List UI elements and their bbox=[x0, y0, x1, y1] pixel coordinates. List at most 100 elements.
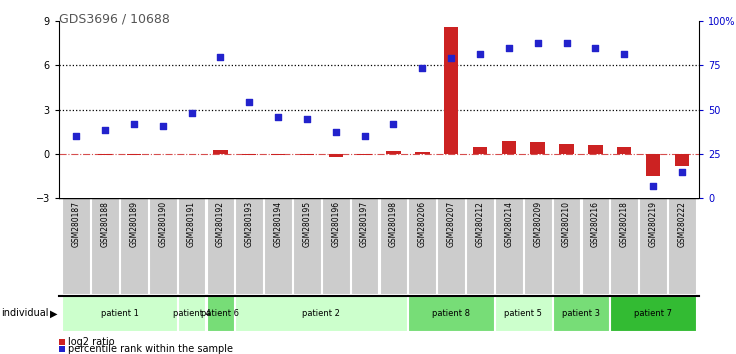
Bar bbox=[473, 147, 487, 154]
Bar bbox=[553, 198, 581, 294]
Point bbox=[676, 169, 687, 175]
Bar bbox=[610, 296, 696, 331]
Point bbox=[532, 41, 544, 46]
Text: GSM280207: GSM280207 bbox=[447, 201, 456, 247]
Point bbox=[244, 99, 255, 105]
Point bbox=[157, 123, 169, 129]
Text: GSM280197: GSM280197 bbox=[360, 201, 369, 247]
Bar bbox=[207, 198, 234, 294]
Point bbox=[272, 114, 284, 120]
Bar bbox=[63, 198, 90, 294]
Point bbox=[561, 41, 573, 46]
Text: GSM280194: GSM280194 bbox=[274, 201, 283, 247]
Text: GSM280190: GSM280190 bbox=[158, 201, 167, 247]
Bar bbox=[91, 198, 119, 294]
Point bbox=[99, 127, 111, 133]
Text: patient 4: patient 4 bbox=[173, 309, 210, 318]
Text: percentile rank within the sample: percentile rank within the sample bbox=[68, 344, 233, 354]
Point bbox=[647, 184, 659, 189]
Bar bbox=[63, 296, 177, 331]
Bar bbox=[581, 198, 609, 294]
Bar bbox=[668, 198, 696, 294]
Bar bbox=[236, 296, 407, 331]
Point bbox=[417, 65, 428, 71]
Text: GSM280187: GSM280187 bbox=[71, 201, 81, 247]
Text: GSM280191: GSM280191 bbox=[187, 201, 196, 247]
Bar bbox=[645, 154, 660, 176]
Text: individual: individual bbox=[1, 308, 49, 318]
Bar bbox=[444, 27, 459, 154]
Bar bbox=[502, 141, 516, 154]
Bar bbox=[415, 152, 430, 154]
Point bbox=[330, 129, 342, 135]
Bar bbox=[293, 198, 321, 294]
Bar bbox=[617, 147, 631, 154]
Bar bbox=[386, 151, 400, 154]
Bar bbox=[524, 198, 551, 294]
Bar bbox=[351, 198, 378, 294]
Text: GDS3696 / 10688: GDS3696 / 10688 bbox=[59, 12, 170, 25]
Point bbox=[358, 133, 370, 139]
Text: ▶: ▶ bbox=[50, 308, 57, 318]
Bar bbox=[553, 296, 609, 331]
Point bbox=[128, 122, 140, 127]
Text: log2 ratio: log2 ratio bbox=[68, 337, 114, 347]
Point bbox=[445, 55, 457, 61]
Point bbox=[214, 54, 226, 59]
Text: GSM280196: GSM280196 bbox=[331, 201, 340, 247]
Text: GSM280189: GSM280189 bbox=[130, 201, 138, 247]
Bar bbox=[264, 198, 292, 294]
Bar bbox=[531, 142, 545, 154]
Bar bbox=[358, 154, 372, 155]
Bar bbox=[639, 198, 667, 294]
Text: GSM280210: GSM280210 bbox=[562, 201, 571, 247]
Point bbox=[503, 45, 514, 51]
Bar bbox=[213, 149, 227, 154]
Text: GSM280212: GSM280212 bbox=[475, 201, 484, 247]
Bar bbox=[588, 145, 603, 154]
Text: GSM280195: GSM280195 bbox=[302, 201, 311, 247]
Bar bbox=[328, 154, 343, 157]
Bar bbox=[495, 296, 551, 331]
Bar bbox=[408, 296, 494, 331]
Bar bbox=[559, 144, 574, 154]
Bar bbox=[242, 154, 256, 155]
Bar bbox=[300, 154, 314, 155]
Point bbox=[185, 110, 197, 115]
Bar bbox=[271, 154, 286, 155]
Text: GSM280198: GSM280198 bbox=[389, 201, 398, 247]
Point bbox=[388, 122, 400, 127]
Text: patient 8: patient 8 bbox=[432, 309, 470, 318]
Bar bbox=[675, 154, 689, 166]
Point bbox=[618, 51, 630, 57]
Text: GSM280214: GSM280214 bbox=[504, 201, 513, 247]
Text: GSM280222: GSM280222 bbox=[677, 201, 687, 247]
Bar bbox=[177, 198, 205, 294]
Bar bbox=[149, 198, 177, 294]
Text: patient 1: patient 1 bbox=[101, 309, 138, 318]
Text: patient 7: patient 7 bbox=[634, 309, 672, 318]
Bar bbox=[120, 198, 148, 294]
Bar bbox=[236, 198, 263, 294]
Text: patient 6: patient 6 bbox=[202, 309, 239, 318]
Text: GSM280188: GSM280188 bbox=[101, 201, 110, 247]
Point bbox=[71, 133, 82, 139]
Bar bbox=[437, 198, 465, 294]
Bar bbox=[610, 198, 638, 294]
Bar bbox=[408, 198, 436, 294]
Point bbox=[301, 116, 313, 121]
Bar bbox=[98, 154, 112, 155]
Bar bbox=[127, 154, 141, 155]
Text: GSM280216: GSM280216 bbox=[591, 201, 600, 247]
Bar bbox=[177, 296, 205, 331]
Text: GSM280209: GSM280209 bbox=[533, 201, 542, 247]
Text: patient 5: patient 5 bbox=[504, 309, 542, 318]
Bar bbox=[495, 198, 523, 294]
Text: patient 3: patient 3 bbox=[562, 309, 600, 318]
Bar bbox=[322, 198, 350, 294]
Text: GSM280193: GSM280193 bbox=[245, 201, 254, 247]
Point bbox=[590, 45, 601, 51]
Bar bbox=[207, 296, 234, 331]
Bar bbox=[380, 198, 407, 294]
Text: patient 2: patient 2 bbox=[302, 309, 340, 318]
